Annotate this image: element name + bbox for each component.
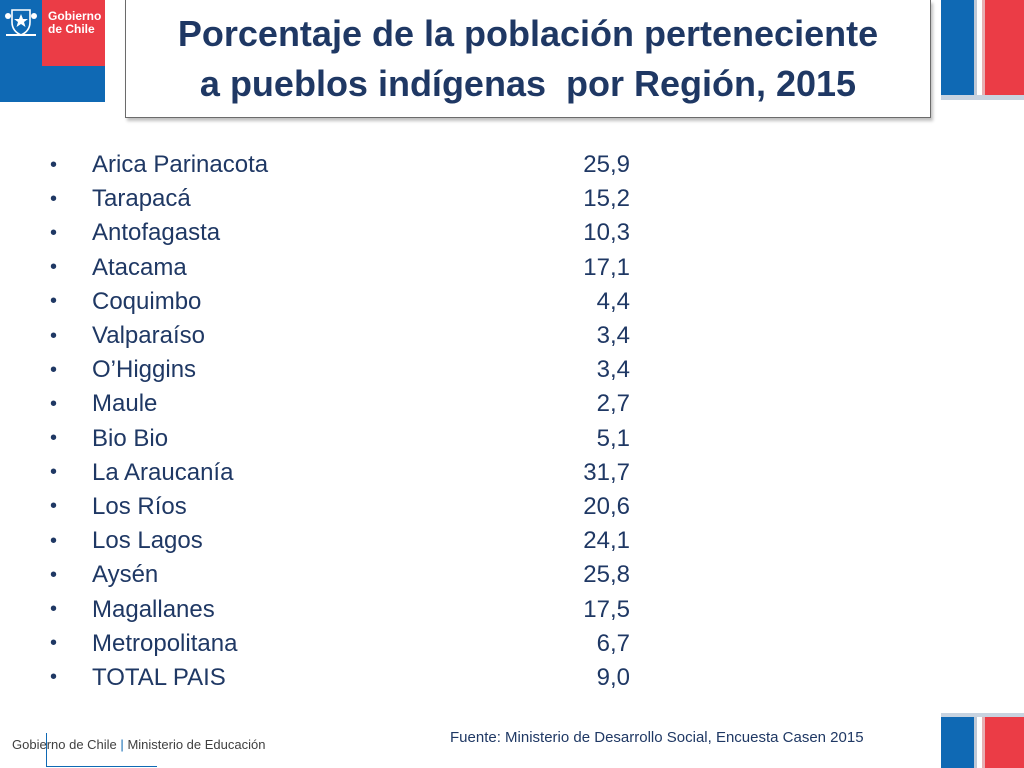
footer-ministry: Ministerio de Educación [127, 737, 266, 752]
flag-blue-square [941, 0, 977, 95]
flag-red-block [42, 0, 105, 66]
region-value: 17,1 [583, 253, 630, 281]
bullet-icon: • [50, 632, 58, 655]
list-item: • Valparaíso 3,4 [50, 319, 630, 353]
region-name: Bio Bio [92, 424, 169, 452]
title-line-1: Porcentaje de la población perteneciente [177, 12, 879, 54]
list-item: • O’Higgins 3,4 [50, 353, 630, 387]
region-value: 17,5 [583, 595, 630, 623]
bullet-icon: • [50, 153, 58, 176]
title-box: Porcentaje de la población perteneciente… [125, 0, 931, 118]
list-item: • Magallanes 17,5 [50, 592, 630, 626]
flag-red-square [982, 0, 1024, 95]
footer-org: Gobierno de Chile [12, 737, 117, 752]
region-value: 20,6 [583, 492, 630, 520]
flag-shadow [941, 713, 1024, 717]
list-item: • Antofagasta 10,3 [50, 216, 630, 250]
region-list: • Arica Parinacota 25,9 • Tarapacá 15,2 • Ant… [50, 148, 630, 695]
bullet-icon: • [50, 290, 58, 313]
bullet-icon: • [50, 358, 58, 381]
region-name: Magallanes [92, 595, 215, 623]
bullet-icon: • [50, 221, 58, 244]
bullet-icon: • [50, 529, 58, 552]
list-item: • Aysén 25,8 [50, 558, 630, 592]
list-item: • Atacama 17,1 [50, 251, 630, 285]
bullet-icon: • [50, 598, 58, 621]
region-name: Aysén [92, 561, 159, 589]
region-value: 10,3 [583, 219, 630, 247]
region-value: 6,7 [596, 629, 630, 657]
region-name: Tarapacá [92, 185, 191, 213]
flag-decoration-bottom-right [941, 713, 1024, 768]
coat-of-arms-icon [5, 9, 37, 36]
region-value: 31,7 [583, 458, 630, 486]
region-name: TOTAL PAIS [92, 663, 226, 691]
flag-blue-block [0, 0, 42, 66]
region-value: 4,4 [596, 287, 630, 315]
list-item: • Arica Parinacota 25,9 [50, 148, 630, 182]
flag-blue-square [941, 717, 977, 768]
region-value: 25,9 [583, 151, 630, 179]
flag-shadow [941, 95, 1024, 100]
footer-line [46, 733, 157, 767]
region-name: Metropolitana [92, 629, 238, 657]
bullet-icon: • [50, 392, 58, 415]
bullet-icon: • [50, 563, 58, 586]
logo-bottom-block [0, 66, 105, 102]
footer-branding: Gobierno de Chile | Ministerio de Educac… [0, 730, 300, 768]
bullet-icon: • [50, 256, 58, 279]
region-value: 9,0 [596, 663, 630, 691]
bullet-icon: • [50, 495, 58, 518]
list-item: • TOTAL PAIS 9,0 [50, 661, 630, 695]
footer-separator: | [120, 737, 124, 752]
flag-red-square [982, 717, 1024, 768]
title-line-2: a pueblos indígenas por Región, 2015 [199, 62, 857, 104]
region-name: Coquimbo [92, 287, 202, 315]
list-item: • La Araucanía 31,7 [50, 456, 630, 490]
region-name: Maule [92, 390, 158, 418]
flag-decoration-top-right [941, 0, 1024, 100]
list-item: • Metropolitana 6,7 [50, 627, 630, 661]
region-name: Los Lagos [92, 527, 203, 555]
region-value: 15,2 [583, 185, 630, 213]
bullet-icon: • [50, 666, 58, 689]
list-item: • Maule 2,7 [50, 387, 630, 421]
gobierno-de-chile-logo: Gobierno de Chile [0, 0, 105, 102]
region-value: 2,7 [596, 390, 630, 418]
list-item: • Los Lagos 24,1 [50, 524, 630, 558]
region-value: 3,4 [596, 356, 630, 384]
bullet-icon: • [50, 461, 58, 484]
list-item: • Bio Bio 5,1 [50, 422, 630, 456]
logo-line-1: Gobierno [48, 9, 102, 23]
logo-line-2: de Chile [48, 22, 95, 36]
region-value: 24,1 [583, 527, 630, 555]
region-name: Antofagasta [92, 219, 221, 247]
region-value: 3,4 [596, 322, 630, 350]
region-value: 25,8 [583, 561, 630, 589]
bullet-icon: • [50, 324, 58, 347]
region-value: 5,1 [596, 424, 630, 452]
region-name: Los Ríos [92, 492, 187, 520]
region-name: Valparaíso [92, 322, 205, 350]
region-name: La Araucanía [92, 458, 234, 486]
source-note: Fuente: Ministerio de Desarrollo Social,… [450, 729, 864, 746]
list-item: • Tarapacá 15,2 [50, 182, 630, 216]
region-name: O’Higgins [92, 356, 197, 384]
list-item: • Los Ríos 20,6 [50, 490, 630, 524]
region-name: Atacama [92, 253, 187, 281]
bullet-icon: • [50, 187, 58, 210]
page-title: Porcentaje de la población perteneciente… [178, 9, 878, 109]
list-item: • Coquimbo 4,4 [50, 285, 630, 319]
region-name: Arica Parinacota [92, 151, 269, 179]
footer-text: Gobierno de Chile | Ministerio de Educac… [12, 737, 265, 752]
logo-text: Gobierno de Chile [48, 10, 104, 36]
bullet-icon: • [50, 427, 58, 450]
